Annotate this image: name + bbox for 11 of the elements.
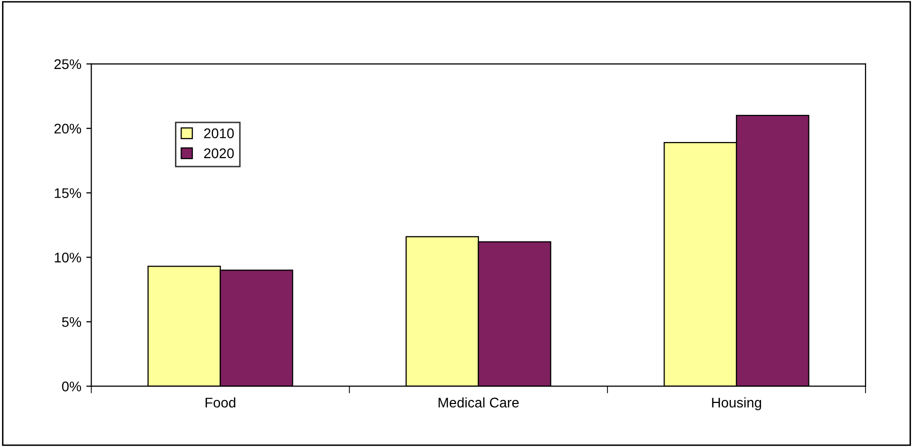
y-tick-label: 20% (54, 124, 82, 134)
legend-label: 2010 (204, 128, 234, 138)
y-tick-label: 25% (54, 59, 82, 70)
y-tick-label: 0% (62, 382, 82, 392)
x-tick-label: Medical Care (438, 397, 519, 408)
y-tick-label: 10% (54, 252, 82, 262)
legend-label: 2020 (204, 148, 234, 158)
y-tick-label: 15% (54, 188, 82, 198)
x-tick-label: Food (206, 397, 236, 408)
x-tick-label: Housing (712, 397, 762, 410)
y-tick-label: 5% (62, 317, 82, 327)
